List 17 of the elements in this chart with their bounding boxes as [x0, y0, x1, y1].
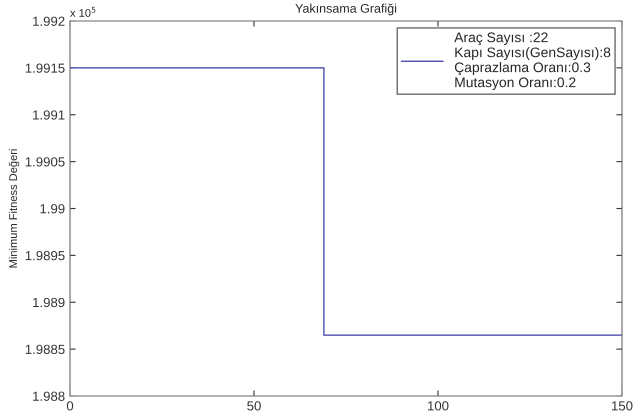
- y-tick-label: 1.988: [33, 392, 65, 401]
- x-tick-label: 100: [428, 401, 448, 411]
- y-tick-label: 1.991: [33, 110, 64, 120]
- y-tick-label: 1.9915: [26, 63, 65, 73]
- y-tick-label: 1.9905: [26, 157, 65, 167]
- legend-label: Araç Sayısı :22 Kapı Sayısı(GenSayısı):8 Çaprazlama Oranı:0.3 Mutasyon Oranı:0.2: [454, 32, 610, 90]
- y-tick-label: 1.99: [40, 204, 65, 214]
- y-tick-label: 1.992: [33, 16, 64, 26]
- x-tick-label: 0: [66, 401, 74, 411]
- x-tick-label: 150: [612, 401, 632, 411]
- text: x 10$^{5}$: [70, 6, 96, 17]
- y-tick-label: 1.989: [33, 298, 65, 308]
- y-tick-label: 1.9895: [26, 250, 65, 260]
- y-axis-title: Minimum Fitness Değeri: [8, 149, 20, 268]
- y-tick-label: 1.9885: [26, 344, 65, 354]
- x-tick-label: 50: [247, 401, 261, 411]
- chart-title: Yakınsama Grafiği: [295, 3, 396, 16]
